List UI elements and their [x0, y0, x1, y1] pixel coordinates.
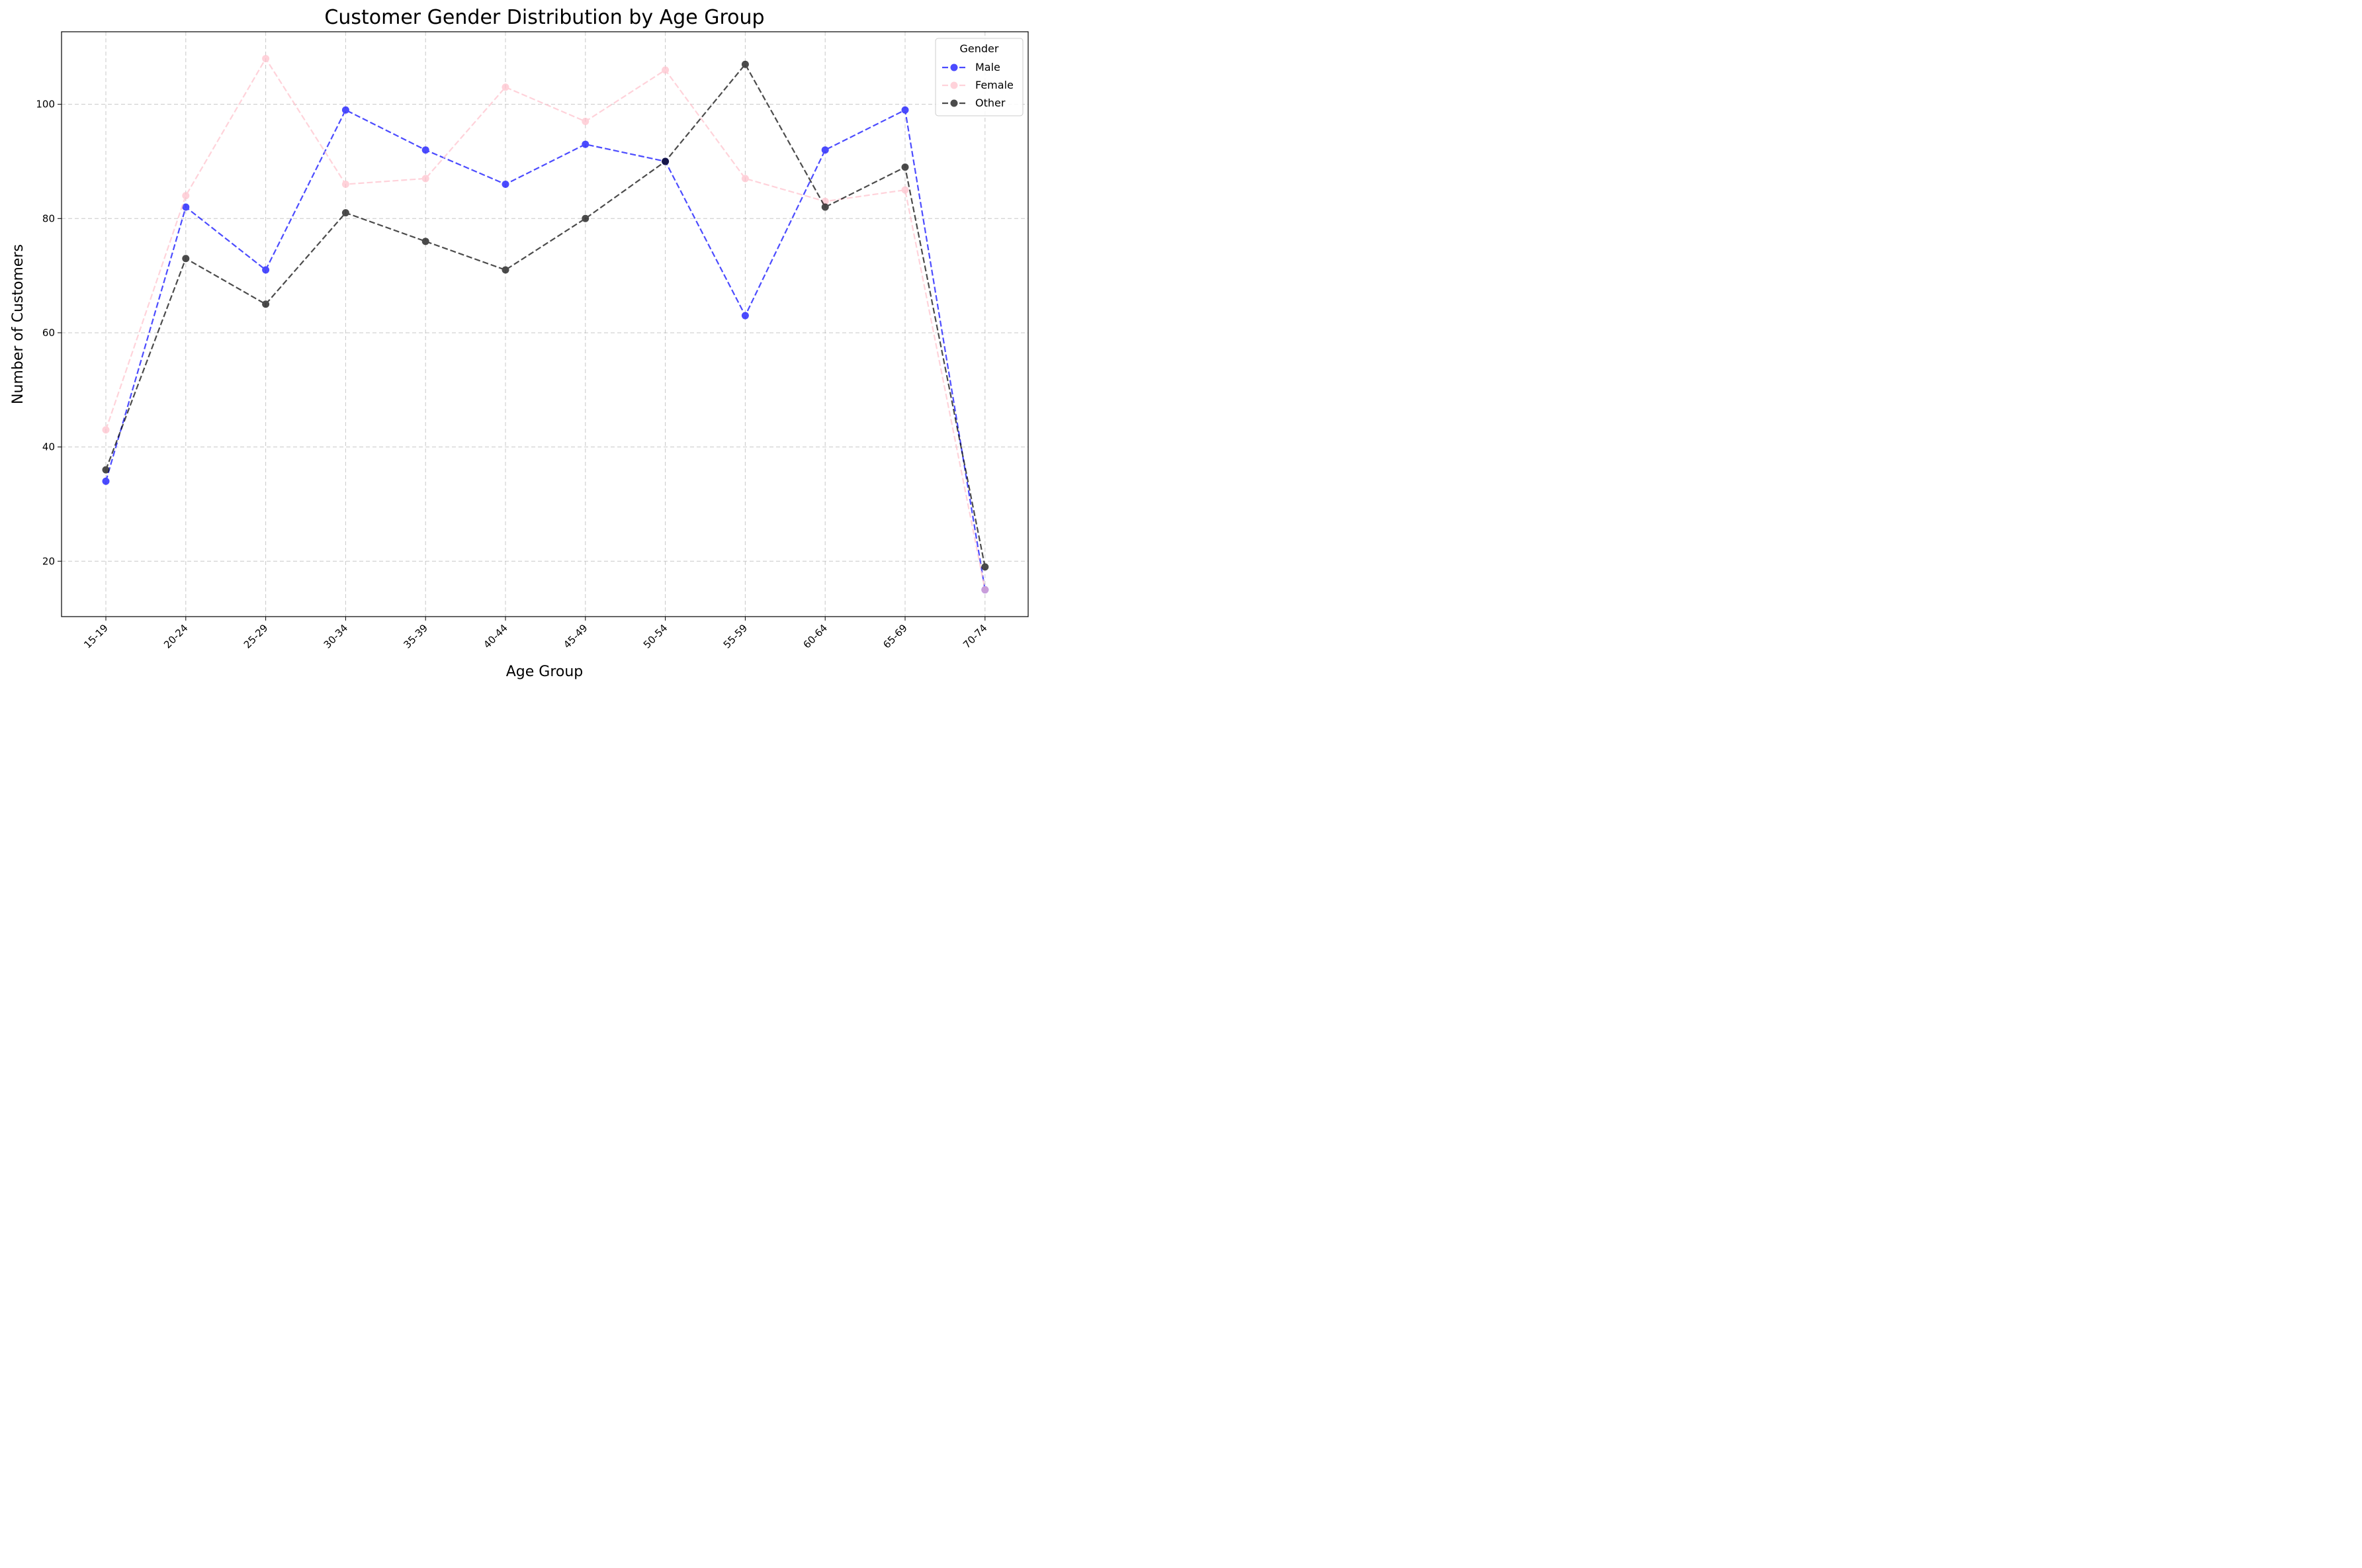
y-axis-title: Number of Customers [10, 244, 26, 404]
data-point-other [502, 266, 509, 274]
data-point-other [341, 209, 349, 217]
data-point-male [421, 146, 429, 154]
legend-label: Other [975, 97, 1006, 109]
legend-swatch-marker [950, 81, 958, 89]
data-point-female [102, 426, 110, 434]
data-point-other [741, 60, 749, 68]
grid [62, 32, 1028, 617]
data-point-other [582, 214, 590, 222]
data-point-male [901, 106, 909, 114]
data-point-male [741, 312, 749, 320]
data-point-male [582, 140, 590, 148]
series-layer [102, 55, 989, 593]
data-point-female [421, 175, 429, 183]
figure-background [0, 0, 1036, 688]
data-point-female [981, 586, 989, 593]
y-tick-label: 100 [36, 99, 55, 110]
data-point-other [821, 203, 829, 211]
legend-swatch-female [942, 81, 966, 89]
legend-entry-female: Female [942, 79, 1014, 91]
legend-box [935, 38, 1024, 116]
series-line-other [105, 63, 986, 568]
data-point-male [102, 477, 110, 485]
series-line-male [105, 109, 986, 590]
legend-swatch-male [942, 64, 966, 71]
legend: Gender Male Female Other [935, 38, 1024, 116]
data-point-female [582, 118, 590, 126]
legend-swatch-other [942, 99, 966, 107]
data-point-other [182, 255, 190, 263]
chart-title: Customer Gender Distribution by Age Grou… [324, 6, 764, 29]
data-point-other [981, 563, 989, 571]
series-line-female [105, 57, 986, 590]
y-tick-label: 40 [42, 441, 55, 453]
data-point-male [262, 266, 270, 274]
series-female [102, 55, 989, 593]
legend-label: Female [975, 79, 1014, 91]
y-tick-label: 60 [42, 327, 55, 339]
data-point-female [182, 192, 190, 200]
data-point-male [182, 203, 190, 211]
data-point-other [421, 238, 429, 245]
data-point-male [502, 180, 509, 188]
x-axis-title: Age Group [506, 664, 584, 680]
data-point-female [262, 55, 270, 63]
plot-frame [61, 31, 1029, 617]
legend-swatch-marker [950, 64, 958, 71]
data-point-male [341, 106, 349, 114]
data-point-other [662, 157, 670, 165]
series-other [102, 60, 989, 571]
data-point-female [502, 83, 509, 91]
data-point-female [901, 186, 909, 194]
data-point-male [821, 146, 829, 154]
legend-entry-other: Other [942, 97, 1006, 109]
legend-swatch-marker [950, 99, 958, 107]
data-point-other [901, 163, 909, 171]
data-point-female [341, 180, 349, 188]
y-tick-label: 20 [42, 555, 55, 567]
data-point-other [102, 466, 110, 474]
data-point-female [662, 66, 670, 74]
data-point-other [262, 300, 270, 308]
series-male [102, 106, 989, 593]
legend-entry-male: Male [942, 61, 1000, 73]
legend-title: Gender [960, 42, 999, 55]
legend-label: Male [975, 61, 1000, 73]
data-point-female [741, 175, 749, 183]
line-chart: 15-19 20-24 25-29 30-34 35-39 40-44 45-49 50-54… [0, 0, 1036, 688]
y-tick-label: 80 [42, 212, 55, 224]
